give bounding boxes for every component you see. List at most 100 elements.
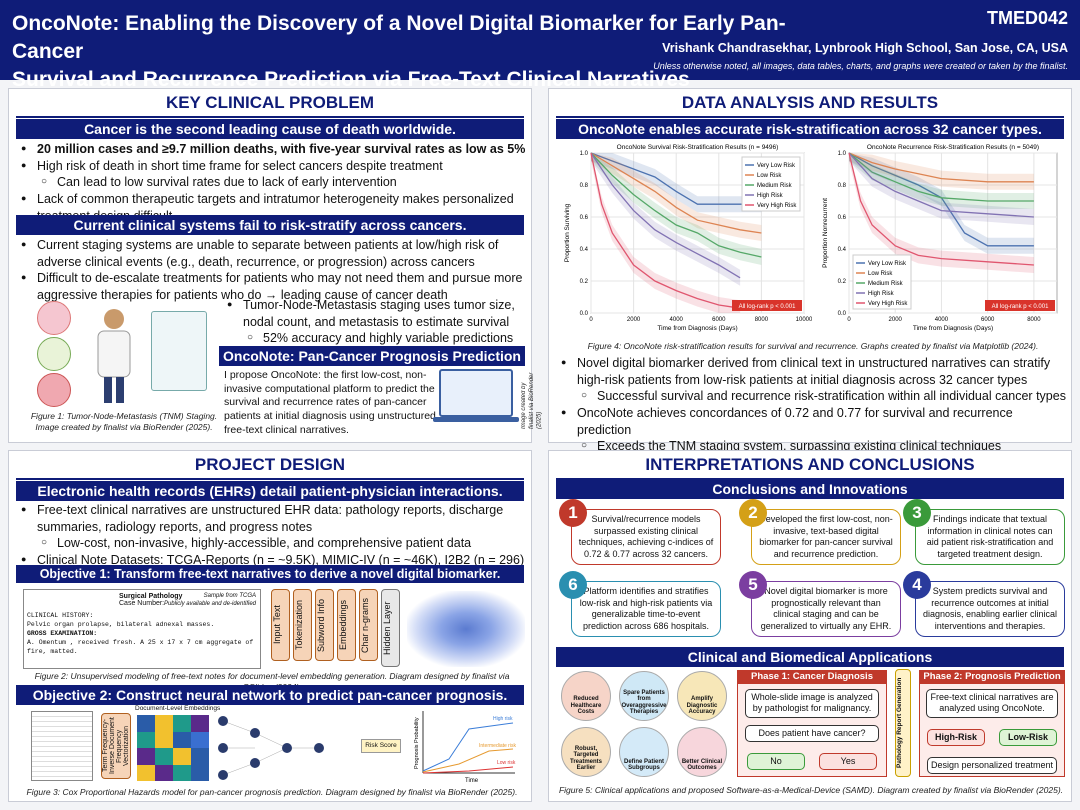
laptop-base <box>433 417 519 422</box>
intermediate-risk-label: Intermediate risk <box>479 743 516 749</box>
list-item: 20 million cases and ≥9.7 million deaths… <box>21 141 526 158</box>
high-risk-box: High-Risk <box>927 729 985 747</box>
heatmap-cell <box>155 748 173 765</box>
confidence-band <box>849 153 1034 273</box>
confidence-band <box>591 153 762 241</box>
section-bar: Conclusions and Innovations <box>556 479 1064 499</box>
laptop-icon <box>439 369 513 417</box>
pipeline-step: Subword Info <box>315 589 334 661</box>
legend-box <box>741 156 801 212</box>
report-source: Sample from TCGA <box>203 593 256 599</box>
conclusion-card: Developed the first low-cost, non-invasi… <box>751 509 901 565</box>
design-list: Free-text clinical narratives are unstru… <box>21 502 526 569</box>
list-item: Low-cost, non-invasive, highly-accessibl… <box>21 535 526 552</box>
chart-title: OncoNote Recurrence Risk-Stratification … <box>867 144 1039 151</box>
poster-header: OncoNote: Enabling the Discovery of a No… <box>0 0 1080 91</box>
report-title: Surgical Pathology <box>119 593 183 600</box>
results-panel: DATA ANALYSIS AND RESULTS OncoNote enabl… <box>548 88 1072 453</box>
application-badge: Robust, Targeted Treatments Earlier <box>561 727 611 777</box>
list-item: Current staging systems are unable to se… <box>21 237 526 270</box>
x-axis-label: Time from Diagnosis (Days) <box>657 325 737 332</box>
annotation-text: All log-rank p < 0.001 <box>992 304 1050 310</box>
list-item: Successful survival and recurrence risk-… <box>561 388 1066 405</box>
project-code: TMED042 <box>986 8 1068 28</box>
tnm-illustration <box>27 301 217 411</box>
heatmap-cell <box>155 731 173 748</box>
low-risk-label: Low risk <box>497 760 516 766</box>
application-badge: Spare Patients from Overaggressive Thera… <box>619 671 669 721</box>
x-tick-label: 6000 <box>981 317 995 323</box>
embedding-scatter <box>407 591 525 667</box>
report-case: Case Number: <box>119 600 165 607</box>
figure4-caption: Figure 4: OncoNote risk-stratification r… <box>587 341 1039 351</box>
section-bar: Objective 1: Transform free-text narrati… <box>16 565 524 583</box>
legend-entry: Medium Risk <box>757 183 793 189</box>
y-tick-label: 0.4 <box>838 247 847 253</box>
survival-chart: 0.0 0.2 0.4 0.6 0.8 1.0 0 2000 4000 6000 8000 10000… <box>564 144 812 332</box>
section-bar: OncoNote enables accurate risk-stratific… <box>556 119 1064 139</box>
report-source-2: Publicly available and de-identified <box>163 601 256 607</box>
neural-network <box>218 716 324 780</box>
heatmap-cell <box>155 715 173 732</box>
section-bar: Cancer is the second leading cause of de… <box>16 119 524 139</box>
author-line: Vrishank Chandrasekhar, Lynbrook High Sc… <box>662 41 1068 55</box>
results-list: Novel digital biomarker derived from cli… <box>561 355 1066 455</box>
heatmap-cell <box>173 764 191 781</box>
list-item: OncoNote achieves concordances of 0.72 a… <box>561 405 1066 438</box>
section-bar: Clinical and Biomedical Applications <box>556 647 1064 667</box>
legend-entry: High Risk <box>757 193 784 199</box>
heatmap-cell <box>137 715 155 732</box>
series-line <box>848 152 1034 266</box>
x-tick-label: 0 <box>589 317 593 323</box>
list-item: Novel digital biomarker derived from cli… <box>561 355 1066 388</box>
application-badge: Amplify Diagnostic Accuracy <box>677 671 727 721</box>
section-bar: Objective 2: Construct neural network to… <box>16 685 524 705</box>
heatmap-cell <box>191 764 209 781</box>
conclusion-card: System predicts survival and recurrence … <box>915 581 1065 637</box>
legend-entry: Medium Risk <box>868 281 904 287</box>
metastasis-icon <box>37 373 71 407</box>
pipeline-step: Char n-grams <box>359 589 378 661</box>
section-bar: Electronic health records (EHRs) detail … <box>16 481 524 501</box>
conclusion-number: 6 <box>559 571 587 599</box>
legend-entry: Low Risk <box>757 173 782 179</box>
legend-entry: Very High Risk <box>757 203 797 209</box>
legend-entry: Very High Risk <box>868 301 908 307</box>
heatmap-cell <box>137 748 155 765</box>
list-item: Can lead to low survival rates due to la… <box>21 174 526 191</box>
application-badge: Reduced Healthcare Costs <box>561 671 611 721</box>
phase1-step: Whole-slide image is analyzed by patholo… <box>745 689 879 718</box>
conclusion-number: 3 <box>903 499 931 527</box>
report-line: fire, matted. <box>27 648 78 656</box>
panel-heading: KEY CLINICAL PROBLEM <box>16 89 524 118</box>
report-line: CLINICAL HISTORY: <box>27 612 94 619</box>
phase1-question: Does patient have cancer? <box>745 725 879 743</box>
no-outcome: No <box>747 753 805 771</box>
y-axis-label: Proportion Nonrecurrent <box>822 198 829 268</box>
y-tick-label: 0.8 <box>838 183 847 189</box>
heatmap-cell <box>191 748 209 765</box>
tfidf-box: Term Frequency-Inverse Document Frequenc… <box>101 713 131 779</box>
list-item: High risk of death in short time frame f… <box>21 158 526 175</box>
poster-title: OncoNote: Enabling the Discovery of a No… <box>12 12 786 92</box>
y-tick-label: 0.4 <box>580 247 589 253</box>
tissue-icon <box>37 301 71 335</box>
clinical-problem-panel: KEY CLINICAL PROBLEM Cancer is the secon… <box>8 88 543 443</box>
x-tick-label: 8000 <box>1027 317 1041 323</box>
application-badge: Better Clinical Outcomes <box>677 727 727 777</box>
x-tick-label: 0 <box>847 317 851 323</box>
tnm-list: Tumor-Node-Metastasis staging uses tumor… <box>227 297 529 347</box>
application-badge: Define Patient Subgroups <box>619 727 669 777</box>
phase2-title: Phase 2: Prognosis Prediction <box>919 670 1065 684</box>
x-tick-label: 4000 <box>670 317 684 323</box>
legend-entry: Very Low Risk <box>757 163 796 169</box>
x-tick-label: 4000 <box>935 317 949 323</box>
figure5-caption: Figure 5: Clinical applications and prop… <box>558 785 1064 795</box>
y-tick-label: 0.0 <box>838 311 847 317</box>
pipeline-step: Hidden Layer <box>381 589 400 667</box>
chart-title: OncoNote Survival Risk-Stratification Re… <box>617 144 779 151</box>
annotation-text: All log-rank p < 0.001 <box>739 304 797 310</box>
conclusion-card: Findings indicate that textual informati… <box>915 509 1065 565</box>
confidence-band <box>849 153 1034 209</box>
report-line: Pelvic organ prolapse, bilateral adnexal… <box>27 621 215 629</box>
